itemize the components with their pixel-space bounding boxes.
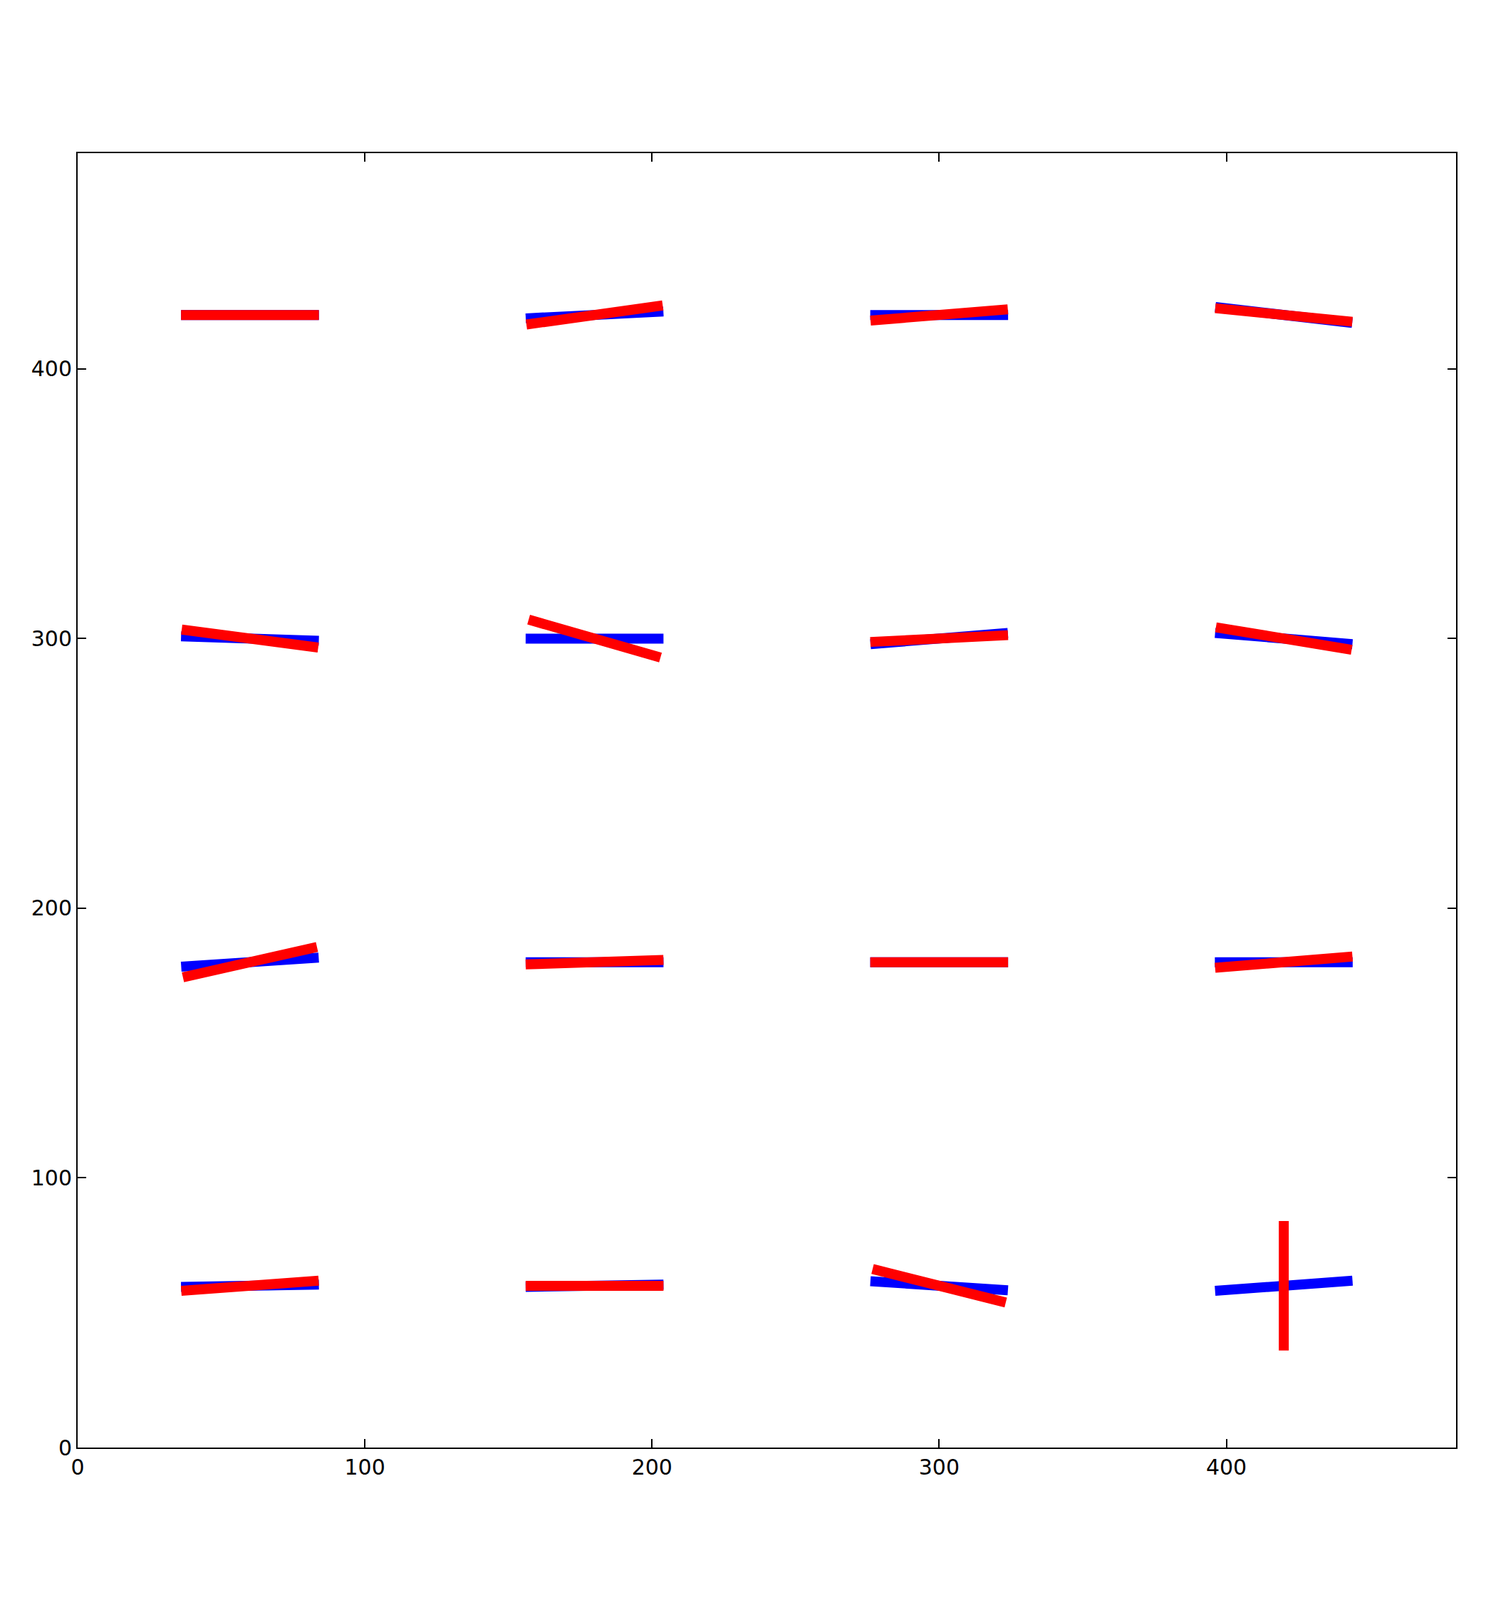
- svg-text:200: 200: [31, 895, 72, 921]
- svg-text:0: 0: [70, 1454, 85, 1480]
- svg-text:0: 0: [58, 1435, 72, 1461]
- svg-text:300: 300: [31, 626, 72, 652]
- svg-text:100: 100: [344, 1454, 385, 1480]
- svg-text:400: 400: [31, 356, 72, 382]
- svg-text:300: 300: [918, 1454, 960, 1480]
- svg-text:400: 400: [1206, 1454, 1247, 1480]
- svg-text:100: 100: [31, 1165, 72, 1191]
- svg-text:200: 200: [631, 1454, 673, 1480]
